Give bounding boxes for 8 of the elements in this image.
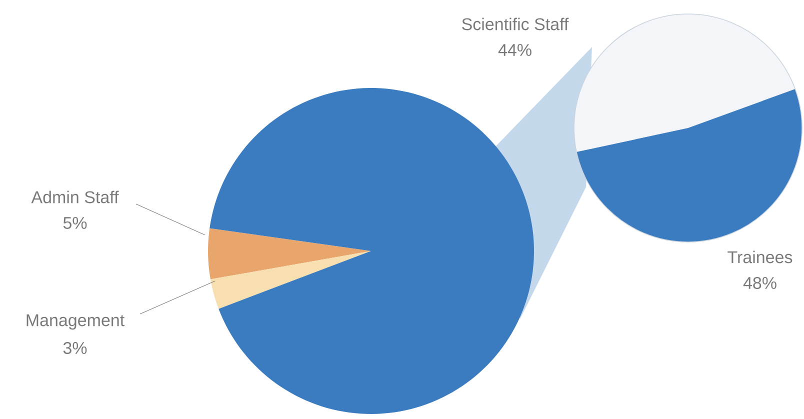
data-label: 44% (498, 44, 532, 56)
slice-label: Scientific Staff (462, 18, 569, 30)
slice-label: Management (26, 314, 124, 330)
data-label: 5% (63, 217, 87, 229)
slice-label: Admin Staff (31, 190, 119, 204)
data-label: 3% (63, 342, 87, 354)
data-label: 48% (743, 276, 776, 290)
slice-label: Trainees (728, 250, 792, 264)
